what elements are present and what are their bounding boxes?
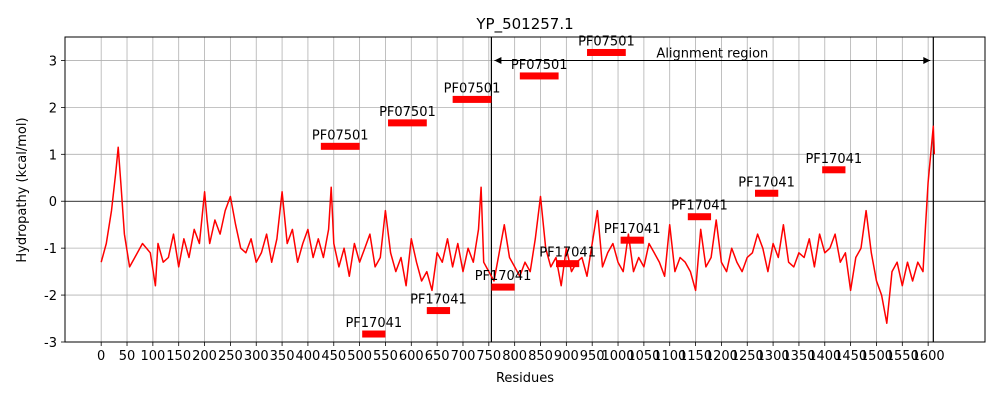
- domain-label: PF17041: [671, 199, 728, 214]
- y-axis-label: Hydropathy (kcal/mol): [15, 117, 30, 262]
- alignment-arrowhead-left: [494, 56, 502, 64]
- domain-bar: [452, 95, 492, 103]
- x-tick-label: 500: [347, 349, 372, 364]
- x-tick-label: 950: [580, 349, 605, 364]
- plot-frame: [64, 36, 986, 343]
- reference-lines: [65, 37, 985, 342]
- domain-label: PF07501: [312, 128, 369, 143]
- domain-bar: [388, 119, 427, 127]
- x-tick-label: 350: [270, 349, 295, 364]
- y-tick-label: 3: [49, 54, 57, 69]
- y-tick-label: 1: [49, 148, 57, 163]
- domain-label: PF17041: [475, 269, 532, 284]
- x-tick-label: 600: [399, 349, 424, 364]
- x-tick-label: 250: [218, 349, 243, 364]
- x-tick-label: 550: [373, 349, 398, 364]
- domain-bar: [620, 236, 644, 244]
- x-tick-label: 1300: [757, 349, 790, 364]
- x-tick-label: 650: [425, 349, 450, 364]
- x-tick-label: 50: [119, 349, 136, 364]
- alignment-region-label: Alignment region: [656, 46, 768, 61]
- x-tick-label: 150: [166, 349, 191, 364]
- axes: 0 50 100 150 200 250 300 350 400 450 500 550 600 650 7…: [44, 54, 945, 364]
- domain-label: PF17041: [539, 246, 596, 261]
- y-tick-label: 0: [49, 195, 57, 210]
- domain-label: PF17041: [738, 175, 795, 190]
- domain-label: PF07501: [511, 58, 568, 73]
- y-tick-label: -1: [44, 242, 57, 257]
- x-tick-label: 0: [97, 349, 105, 364]
- y-tick-label: 2: [49, 101, 57, 116]
- domain-layer: PF07501 PF07501 PF07501 PF07501 PF07501 PF170…: [312, 34, 862, 338]
- x-tick-label: 450: [321, 349, 346, 364]
- domain-bar: [822, 166, 846, 174]
- grid: [65, 37, 985, 343]
- chart-title: YP_501257.1: [475, 15, 573, 34]
- domain-bar: [362, 330, 386, 338]
- domain-label: PF17041: [410, 293, 467, 308]
- x-tick-label: 1500: [860, 349, 893, 364]
- series-layer: [100, 125, 936, 324]
- x-tick-label: 1100: [653, 349, 686, 364]
- x-tick-label: 1200: [705, 349, 738, 364]
- domain-label: PF17041: [604, 222, 661, 237]
- x-tick-label: 750: [476, 349, 501, 364]
- x-tick-label: 1550: [886, 349, 919, 364]
- x-tick-label: 1350: [782, 349, 815, 364]
- x-tick-label: 700: [451, 349, 476, 364]
- domain-bar: [687, 213, 712, 221]
- domain-label: PF07501: [379, 105, 436, 120]
- x-tick-label: 200: [192, 349, 217, 364]
- x-tick-label: 1400: [808, 349, 841, 364]
- domain-bar: [519, 72, 559, 80]
- x-tick-label: 1250: [731, 349, 764, 364]
- domain-bar: [556, 260, 580, 268]
- domain-bar: [587, 48, 626, 56]
- x-tick-label: 1450: [834, 349, 867, 364]
- y-tick-label: -2: [44, 289, 57, 304]
- x-tick-label: 300: [244, 349, 269, 364]
- domain-bar: [426, 307, 451, 315]
- domain-label: PF07501: [444, 81, 501, 96]
- domain-label: PF17041: [345, 316, 402, 331]
- domain-bar: [320, 142, 360, 150]
- domain-bar: [755, 189, 779, 197]
- x-tick-label: 1000: [601, 349, 634, 364]
- alignment-arrowhead-right: [923, 56, 931, 64]
- annotation-layer: Alignment region: [494, 46, 931, 64]
- x-tick-label: 900: [554, 349, 579, 364]
- x-tick-label: 800: [502, 349, 527, 364]
- x-tick-label: 1150: [679, 349, 712, 364]
- x-tick-label: 1050: [627, 349, 660, 364]
- y-tick-label: -3: [44, 336, 57, 351]
- x-axis-label: Residues: [496, 371, 554, 386]
- x-tick-label: 1600: [912, 349, 945, 364]
- x-tick-label: 100: [140, 349, 165, 364]
- domain-bar: [491, 283, 515, 291]
- x-tick-label: 850: [528, 349, 553, 364]
- hydropathy-series-line: [100, 125, 936, 324]
- domain-label: PF07501: [578, 34, 635, 49]
- domain-label: PF17041: [805, 152, 862, 167]
- x-tick-label: 400: [296, 349, 321, 364]
